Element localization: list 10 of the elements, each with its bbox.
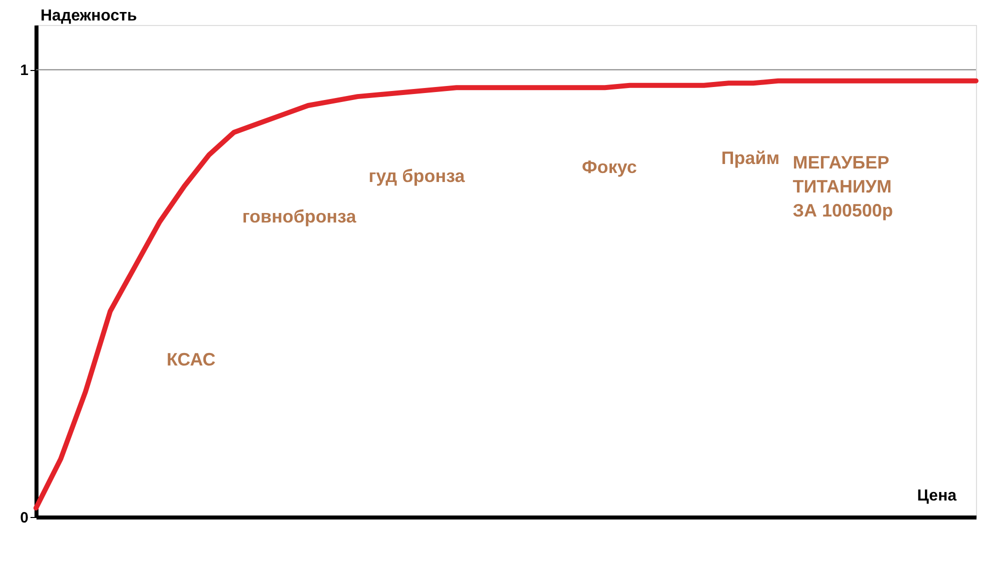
y-axis-title: Надежность — [40, 8, 138, 24]
annotation: гуд бронза — [368, 166, 466, 186]
y-tick-label: 0 — [20, 510, 28, 526]
annotation: Прайм — [721, 148, 780, 168]
x-axis-title: Цена — [917, 488, 957, 504]
annotation: МЕГАУБЕР ТИТАНИУМ ЗА 100500р — [792, 152, 894, 221]
annotation: говнобронза — [242, 206, 358, 226]
y-tick-label: 1 — [20, 62, 28, 80]
annotation: КСАС — [166, 350, 216, 370]
annotation: Фокус — [582, 157, 637, 178]
